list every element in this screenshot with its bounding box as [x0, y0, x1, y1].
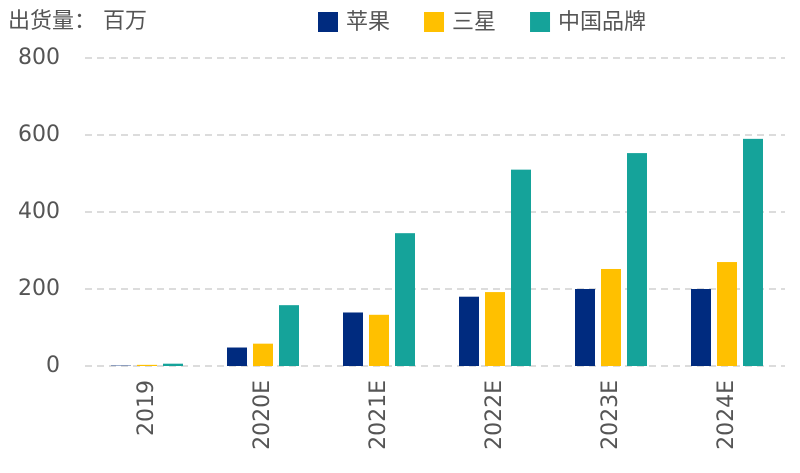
legend-swatch	[530, 12, 551, 32]
x-tick-label: 2020E	[250, 380, 275, 450]
bar	[395, 233, 415, 366]
bar	[163, 363, 183, 366]
bar	[279, 305, 299, 366]
bar	[627, 153, 647, 366]
bar	[137, 364, 157, 366]
bar	[369, 314, 389, 366]
bar	[575, 289, 595, 366]
x-tick-label: 2019	[134, 380, 159, 436]
x-tick-label: 2023E	[598, 380, 623, 450]
x-tick-label: 2024E	[714, 380, 739, 450]
x-tick-label: 2021E	[366, 380, 391, 450]
bar	[485, 292, 505, 366]
bar	[227, 347, 247, 366]
bar	[691, 289, 711, 366]
chart-title: 出货量： 百万	[8, 9, 147, 34]
legend-label: 三星	[452, 10, 496, 35]
legend-label: 中国品牌	[558, 10, 646, 35]
y-tick-label: 0	[46, 353, 60, 378]
bar	[743, 138, 763, 366]
bar	[253, 343, 273, 366]
y-tick-label: 800	[18, 45, 60, 70]
bar	[717, 262, 737, 366]
y-tick-label: 400	[18, 199, 60, 224]
x-tick-label: 2022E	[482, 380, 507, 450]
bar	[343, 312, 363, 366]
y-tick-label: 600	[18, 122, 60, 147]
legend-label: 苹果	[346, 10, 390, 35]
bar	[601, 268, 621, 366]
bar	[511, 169, 531, 366]
legend-swatch	[424, 12, 445, 32]
bar	[459, 296, 479, 366]
y-tick-label: 200	[18, 276, 60, 301]
legend-swatch	[318, 12, 338, 32]
